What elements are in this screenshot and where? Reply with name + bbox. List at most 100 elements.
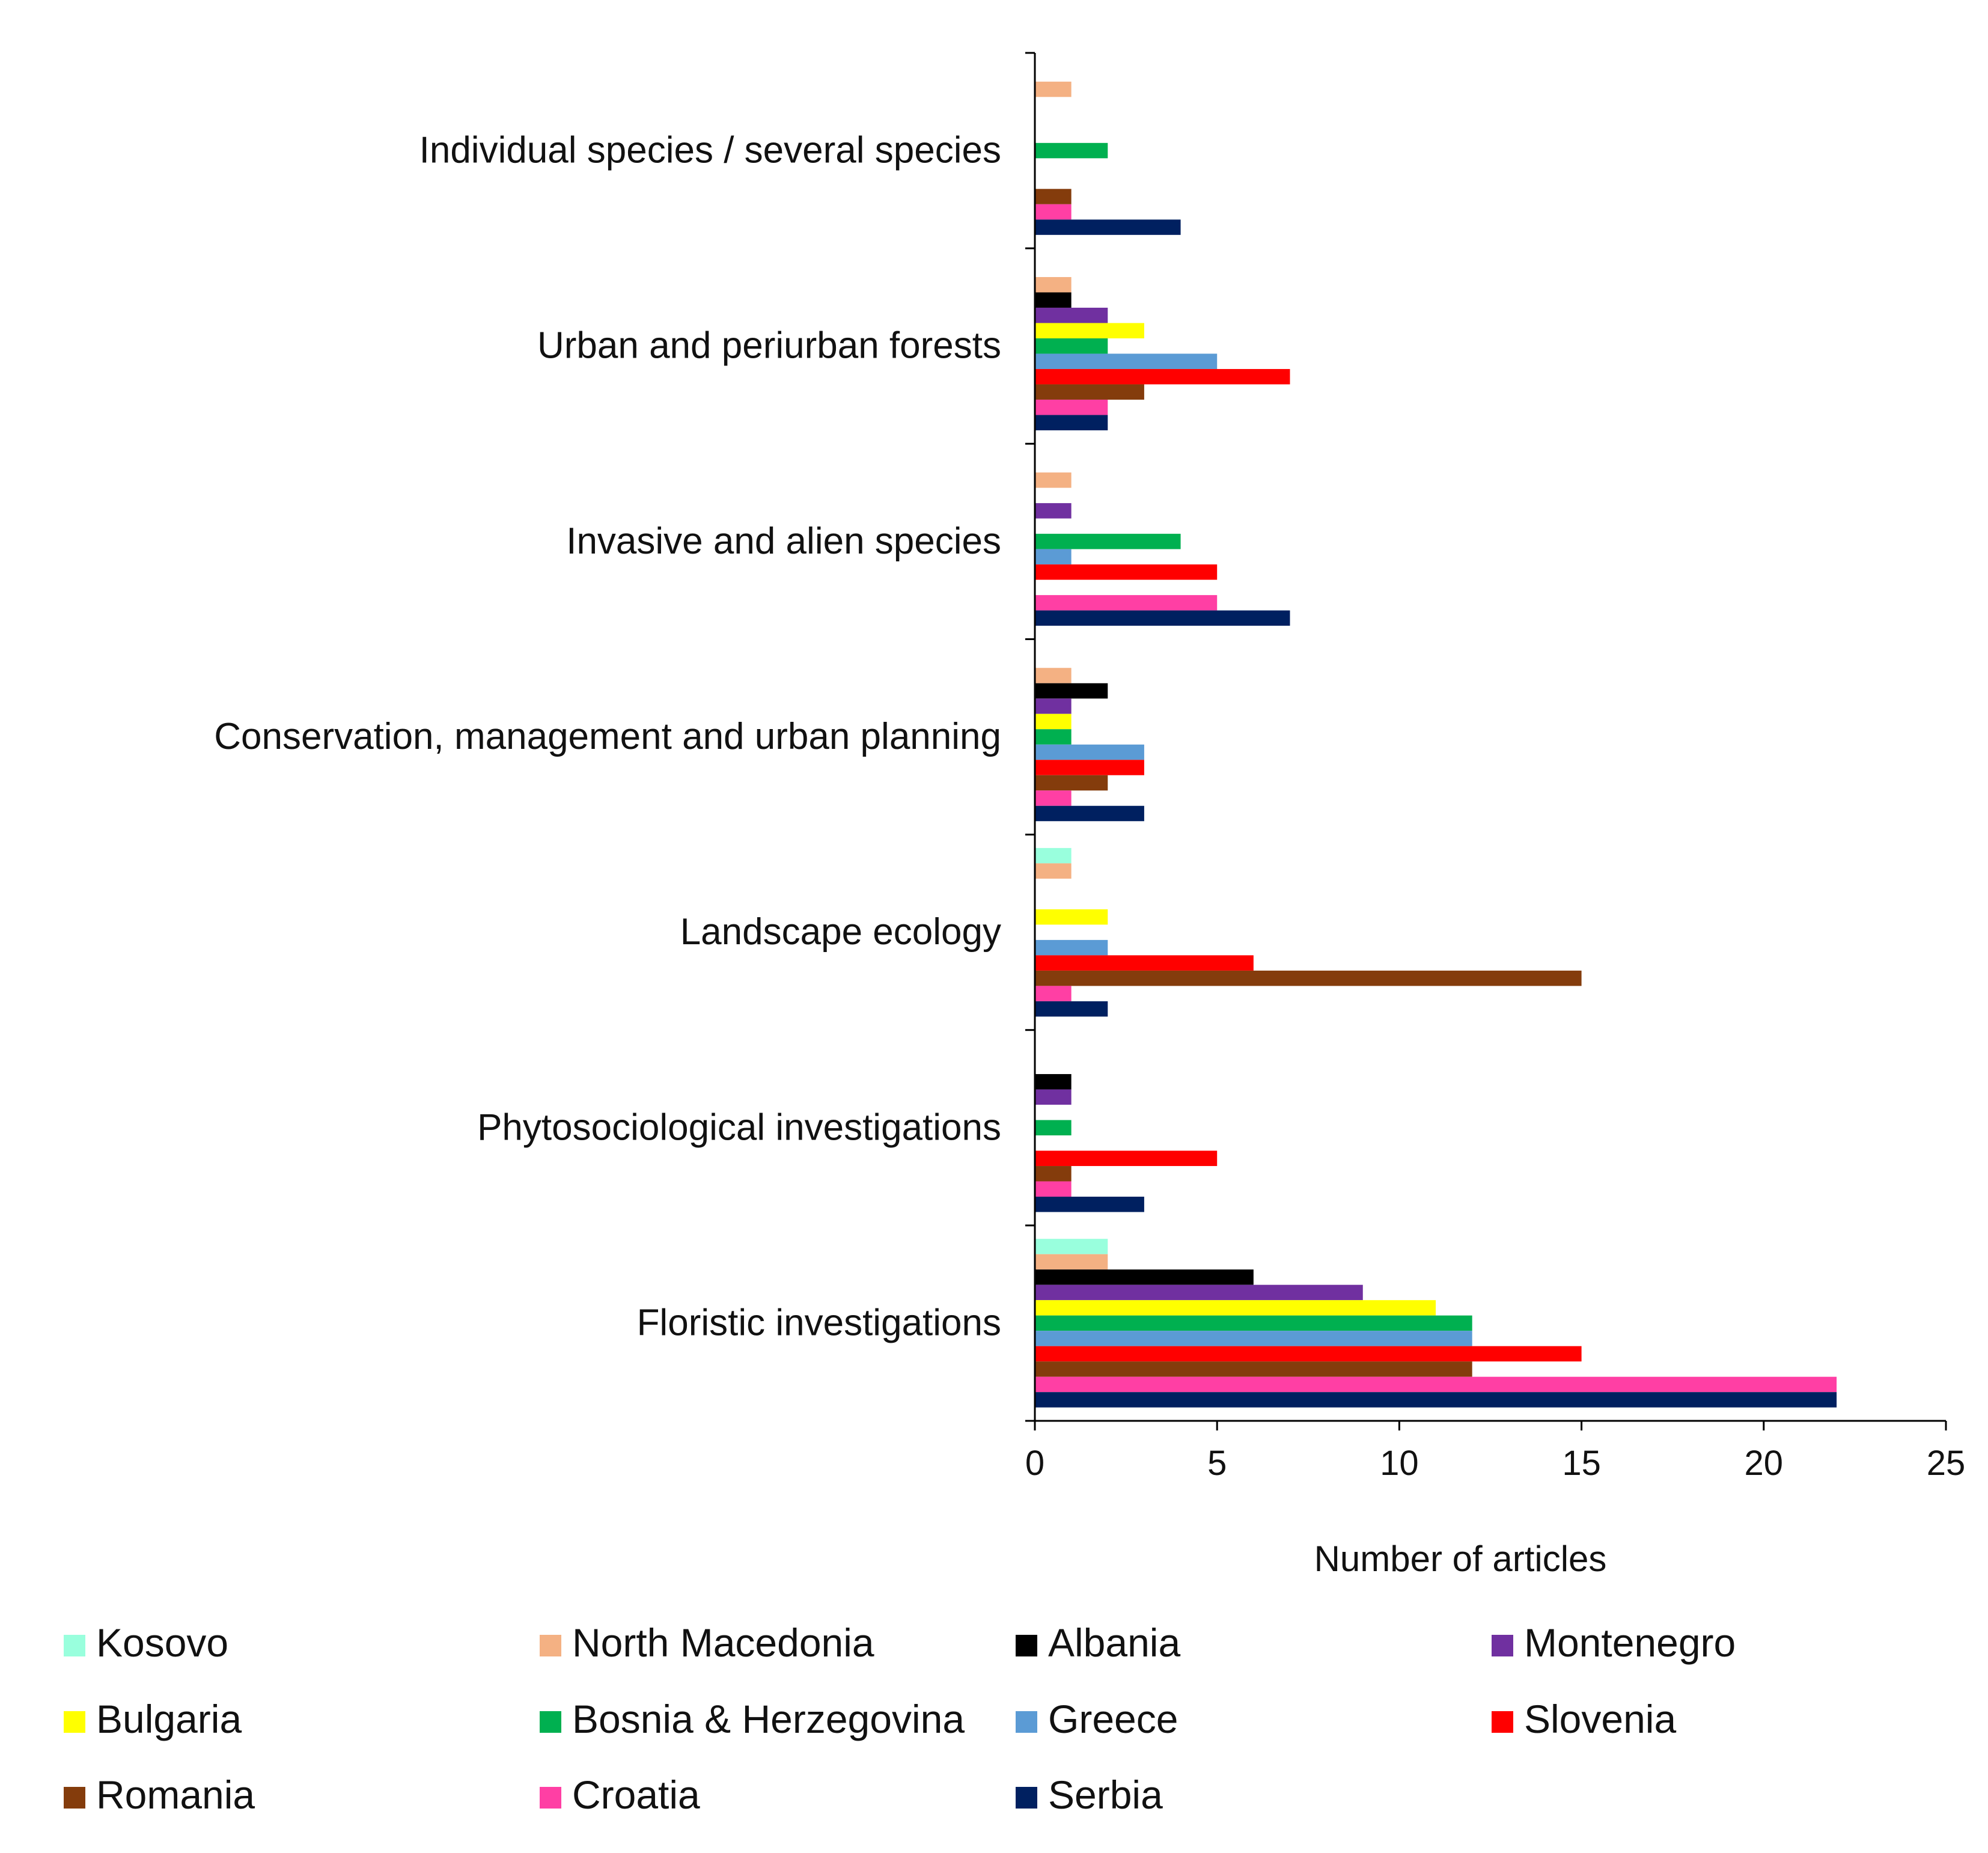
legend-item-romania: Romania <box>64 1772 255 1817</box>
bar-serbia-conservation-management-and-urban-planning <box>1035 805 1144 822</box>
legend-swatch <box>1016 1635 1037 1656</box>
bar-slovenia-invasive-and-alien-species <box>1035 564 1218 580</box>
category-label: Invasive and alien species <box>566 520 1001 562</box>
legend-item-bosnia-and-herzegovina: Bosnia & Herzegovina <box>540 1697 965 1741</box>
legend-item-greece: Greece <box>1016 1697 1178 1741</box>
bar-romania-floristic-investigations <box>1035 1361 1472 1377</box>
x-tick-label: 10 <box>1380 1444 1419 1483</box>
bar-montenegro-conservation-management-and-urban-planning <box>1035 698 1072 714</box>
legend-swatch <box>540 1787 561 1809</box>
legend-label: Greece <box>1048 1697 1178 1741</box>
bar-croatia-conservation-management-and-urban-planning <box>1035 790 1072 806</box>
bar-croatia-phytosociological-investigations <box>1035 1181 1072 1197</box>
legend-label: Montenegro <box>1524 1620 1736 1665</box>
legend-label: Albania <box>1048 1620 1180 1665</box>
bar-greece-invasive-and-alien-species <box>1035 549 1072 565</box>
legend-swatch <box>1016 1711 1037 1733</box>
bar-slovenia-floristic-investigations <box>1035 1346 1582 1362</box>
bar-north-macedonia-invasive-and-alien-species <box>1035 472 1072 488</box>
bar-romania-conservation-management-and-urban-planning <box>1035 775 1108 791</box>
legend-label: Croatia <box>572 1772 700 1817</box>
bar-slovenia-landscape-ecology <box>1035 955 1254 971</box>
bar-croatia-landscape-ecology <box>1035 986 1072 1001</box>
bar-montenegro-floristic-investigations <box>1035 1284 1363 1301</box>
x-axis-title: Number of articles <box>1314 1539 1607 1579</box>
axis-layer <box>1025 52 1946 1422</box>
bar-greece-landscape-ecology <box>1035 939 1108 956</box>
legend-label: Bulgaria <box>96 1697 242 1741</box>
category-label: Floristic investigations <box>637 1302 1001 1343</box>
legend-label: Serbia <box>1048 1772 1163 1817</box>
bar-croatia-individual-species-several-species <box>1035 204 1072 220</box>
legend-item-croatia: Croatia <box>540 1772 700 1817</box>
legend-swatch <box>64 1787 85 1809</box>
legend-swatch <box>540 1711 561 1733</box>
legend: Kosovo North Macedonia Albania Montenegro Bu… <box>64 1620 1736 1817</box>
bar-kosovo-landscape-ecology <box>1035 847 1072 864</box>
bar-bosnia-and-herzegovina-individual-species-several-species <box>1035 142 1108 159</box>
bar-north-macedonia-individual-species-several-species <box>1035 81 1072 97</box>
bar-bosnia-and-herzegovina-conservation-management-and-urban-planning <box>1035 729 1072 745</box>
bar-slovenia-conservation-management-and-urban-planning <box>1035 760 1144 775</box>
bar-bulgaria-urban-and-periurban-forests <box>1035 323 1144 338</box>
category-label: Landscape ecology <box>680 911 1001 953</box>
bar-albania-urban-and-periurban-forests <box>1035 292 1072 308</box>
bar-greece-conservation-management-and-urban-planning <box>1035 744 1144 760</box>
bar-montenegro-phytosociological-investigations <box>1035 1089 1072 1105</box>
legend-swatch <box>540 1635 561 1656</box>
x-tick-label: 15 <box>1562 1444 1601 1483</box>
bar-greece-floristic-investigations <box>1035 1331 1472 1346</box>
legend-label: Slovenia <box>1524 1697 1676 1741</box>
category-label: Individual species / several species <box>419 130 1001 171</box>
bar-romania-phytosociological-investigations <box>1035 1166 1072 1182</box>
bar-serbia-phytosociological-investigations <box>1035 1197 1144 1212</box>
legend-label: Romania <box>96 1772 255 1817</box>
x-ticks: 0 5 10 15 20 25 <box>1025 1421 1965 1483</box>
bar-montenegro-invasive-and-alien-species <box>1035 503 1072 519</box>
bar-serbia-individual-species-several-species <box>1035 219 1181 235</box>
bar-slovenia-phytosociological-investigations <box>1035 1150 1218 1167</box>
bar-croatia-urban-and-periurban-forests <box>1035 399 1108 415</box>
bar-romania-landscape-ecology <box>1035 970 1582 986</box>
x-tick-label: 25 <box>1927 1444 1966 1483</box>
legend-label: Kosovo <box>96 1620 228 1665</box>
bar-bosnia-and-herzegovina-invasive-and-alien-species <box>1035 534 1181 549</box>
bar-albania-conservation-management-and-urban-planning <box>1035 683 1108 699</box>
legend-item-albania: Albania <box>1016 1620 1180 1665</box>
legend-item-kosovo: Kosovo <box>64 1620 228 1665</box>
legend-swatch <box>64 1711 85 1733</box>
bar-bosnia-and-herzegovina-floristic-investigations <box>1035 1315 1472 1331</box>
bar-croatia-invasive-and-alien-species <box>1035 595 1218 611</box>
bar-croatia-floristic-investigations <box>1035 1376 1837 1393</box>
bar-north-macedonia-floristic-investigations <box>1035 1254 1108 1270</box>
bar-bosnia-and-herzegovina-urban-and-periurban-forests <box>1035 338 1108 354</box>
bar-serbia-invasive-and-alien-species <box>1035 610 1290 626</box>
bar-montenegro-urban-and-periurban-forests <box>1035 307 1108 323</box>
legend-label: North Macedonia <box>572 1620 874 1665</box>
bar-albania-phytosociological-investigations <box>1035 1074 1072 1090</box>
bar-north-macedonia-conservation-management-and-urban-planning <box>1035 668 1072 683</box>
bar-slovenia-urban-and-periurban-forests <box>1035 368 1290 385</box>
legend-item-montenegro: Montenegro <box>1492 1620 1736 1665</box>
legend-swatch <box>64 1635 85 1656</box>
bar-north-macedonia-landscape-ecology <box>1035 863 1072 879</box>
bar-north-macedonia-urban-and-periurban-forests <box>1035 276 1072 293</box>
legend-swatch <box>1016 1787 1037 1809</box>
bar-bosnia-and-herzegovina-phytosociological-investigations <box>1035 1120 1072 1136</box>
x-tick-label: 5 <box>1207 1444 1227 1483</box>
legend-item-bulgaria: Bulgaria <box>64 1697 242 1741</box>
x-tick-label: 0 <box>1025 1444 1044 1483</box>
legend-item-serbia: Serbia <box>1016 1772 1163 1817</box>
bar-bulgaria-conservation-management-and-urban-planning <box>1035 713 1072 730</box>
bars-layer <box>1035 81 1837 1408</box>
bar-kosovo-floristic-investigations <box>1035 1239 1108 1254</box>
bar-bulgaria-floristic-investigations <box>1035 1300 1436 1316</box>
category-labels: Individual species / several species Urba… <box>214 130 1001 1344</box>
bar-bulgaria-landscape-ecology <box>1035 909 1108 925</box>
category-label: Phytosociological investigations <box>477 1107 1001 1148</box>
legend-item-slovenia: Slovenia <box>1492 1697 1676 1741</box>
bar-romania-urban-and-periurban-forests <box>1035 384 1144 400</box>
bar-serbia-urban-and-periurban-forests <box>1035 415 1108 430</box>
